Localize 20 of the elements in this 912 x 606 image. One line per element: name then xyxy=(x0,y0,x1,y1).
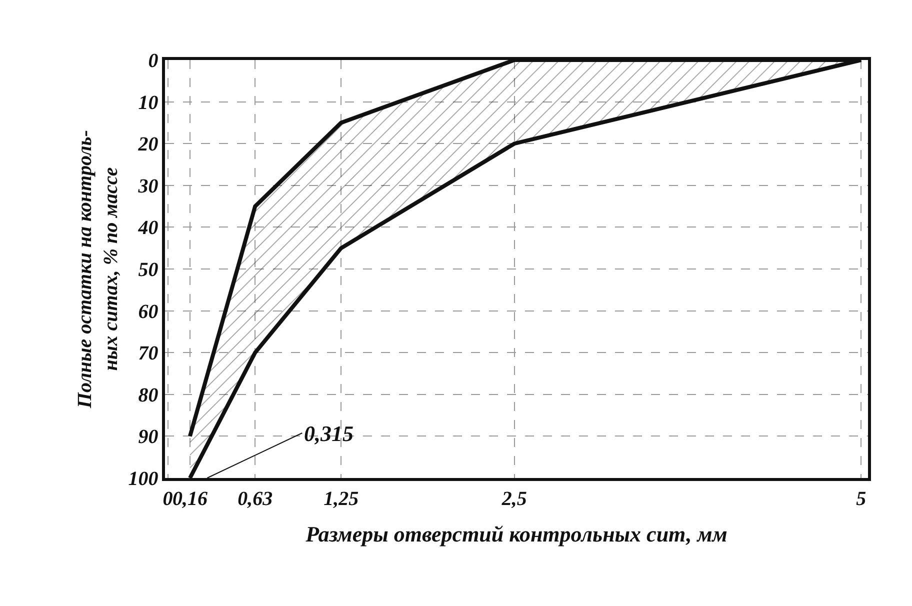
x-tick-label: 1,25 xyxy=(324,488,359,510)
y-tick-label: 80 xyxy=(138,384,158,406)
y-tick-label: 90 xyxy=(138,426,158,448)
x-axis-title: Размеры отверстий контрольных сит, мм xyxy=(304,522,728,547)
y-tick-label: 50 xyxy=(138,259,158,281)
x-tick-label: 0 xyxy=(162,488,173,510)
annotation: 0,315 xyxy=(304,421,354,446)
y-tick-label: 70 xyxy=(138,342,158,365)
x-tick-label: 0,16 xyxy=(172,488,208,510)
y-tick-label: 60 xyxy=(138,300,158,323)
y-tick-label: 20 xyxy=(137,134,158,156)
x-tick-label: 5 xyxy=(856,488,866,510)
y-axis-title: Полные остатки на контроль- ных ситах, % по массе xyxy=(74,130,122,410)
x-tick-label: 0,63 xyxy=(238,488,273,510)
y-tick-label: 100 xyxy=(128,468,158,490)
y-tick-label: 30 xyxy=(137,175,158,198)
y-tick-label: 40 xyxy=(137,217,158,240)
y-tick-label: 10 xyxy=(138,92,158,114)
x-tick-label: 2,5 xyxy=(500,488,527,510)
y-tick-label: 0 xyxy=(148,50,158,72)
